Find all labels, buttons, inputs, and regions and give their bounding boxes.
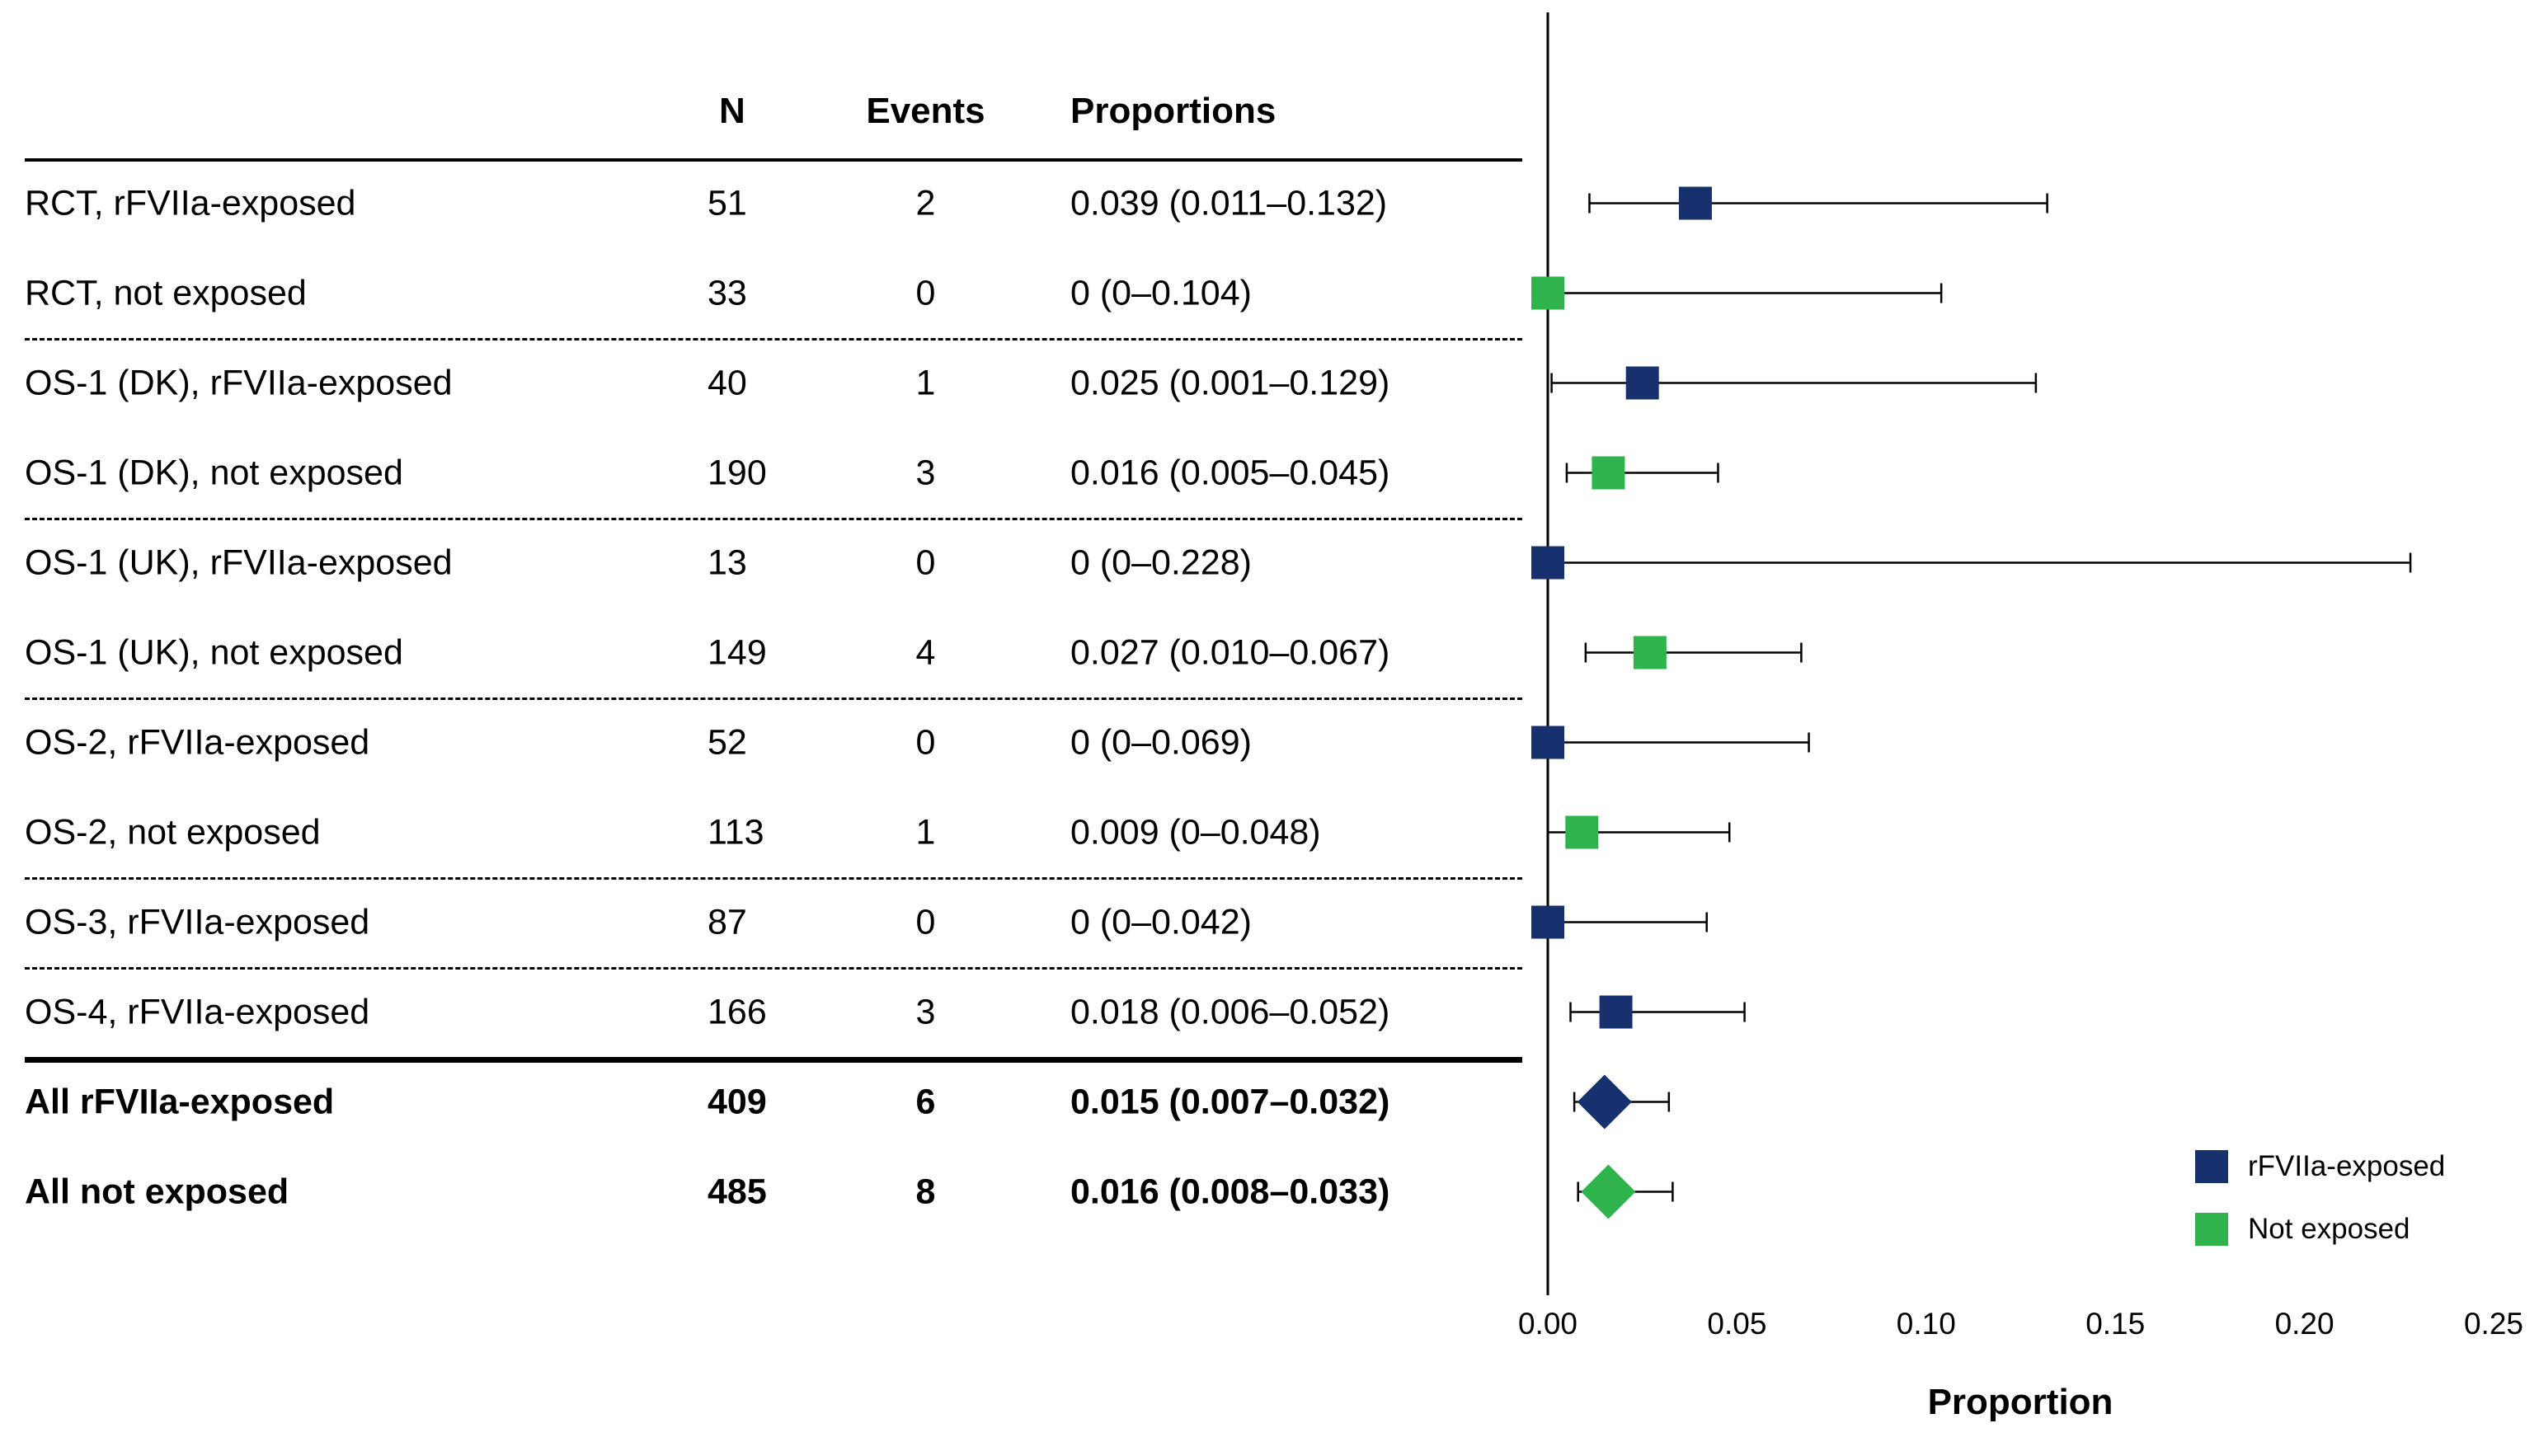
- table-row: OS-1 (UK), not exposed 149 4 0.027 (0.010–0…: [0, 608, 1522, 697]
- row-n: 87: [708, 902, 747, 942]
- row-label: OS-2, not exposed: [25, 812, 321, 852]
- header-proportions: Proportions: [1070, 91, 1277, 131]
- marker-square: [1531, 905, 1564, 939]
- row-events: 0: [915, 542, 936, 582]
- row-events: 0: [915, 902, 936, 942]
- legend-entry-exposed: rFVIIa-exposed: [2195, 1148, 2445, 1186]
- legend-swatch-exposed-icon: [2195, 1150, 2228, 1183]
- marker-square: [1633, 636, 1667, 669]
- marker-square: [1599, 995, 1633, 1029]
- row-proportion: 0 (0–0.069): [1070, 722, 1252, 762]
- row-proportion: 0 (0–0.042): [1070, 902, 1252, 942]
- row-label: OS-1 (UK), rFVIIa-exposed: [25, 542, 453, 582]
- row-proportion: 0 (0–0.228): [1070, 542, 1252, 582]
- row-events: 3: [915, 992, 936, 1031]
- legend: rFVIIa-exposed Not exposed: [2195, 1148, 2445, 1273]
- row-separator-dashed: [25, 518, 1522, 520]
- row-proportion: 0.016 (0.005–0.045): [1070, 453, 1390, 492]
- row-label: OS-1 (DK), rFVIIa-exposed: [25, 363, 453, 402]
- x-tick-label: 0.25: [2464, 1307, 2523, 1341]
- marker-square: [1531, 546, 1564, 580]
- row-events: 1: [915, 812, 936, 852]
- row-events: 0: [915, 722, 936, 762]
- table-row: All not exposed 485 8 0.016 (0.008–0.033): [0, 1147, 1522, 1237]
- x-tick-label: 0.00: [1518, 1307, 1577, 1341]
- row-events: 6: [915, 1082, 936, 1121]
- row-proportion: 0.018 (0.006–0.052): [1070, 992, 1390, 1031]
- table-row: OS-4, rFVIIa-exposed 166 3 0.018 (0.006–0.0…: [0, 967, 1522, 1057]
- marker-square: [1565, 815, 1599, 849]
- row-events: 8: [915, 1172, 936, 1211]
- row-separator-dashed: [25, 967, 1522, 970]
- row-label: OS-1 (DK), not exposed: [25, 453, 403, 492]
- row-proportion: 0.039 (0.011–0.132): [1070, 183, 1388, 223]
- row-n: 51: [708, 183, 747, 223]
- row-proportion: 0.027 (0.010–0.067): [1070, 632, 1390, 672]
- legend-swatch-not-exposed-icon: [2195, 1213, 2228, 1246]
- row-n: 40: [708, 363, 747, 402]
- row-events: 0: [915, 273, 936, 312]
- row-label: RCT, not exposed: [25, 273, 307, 312]
- row-n: 190: [708, 453, 767, 492]
- row-n: 166: [708, 992, 767, 1031]
- row-separator-dashed: [25, 697, 1522, 700]
- row-proportion: 0.015 (0.007–0.032): [1070, 1082, 1390, 1121]
- row-label: OS-4, rFVIIa-exposed: [25, 992, 370, 1031]
- x-tick-label: 0.15: [2085, 1307, 2145, 1341]
- marker-square: [1531, 726, 1564, 759]
- row-n: 113: [708, 812, 764, 852]
- row-label: OS-1 (UK), not exposed: [25, 632, 403, 672]
- row-n: 13: [708, 542, 747, 582]
- row-proportion: 0.025 (0.001–0.129): [1070, 363, 1390, 402]
- table-row: OS-3, rFVIIa-exposed 87 0 0 (0–0.042): [0, 877, 1522, 967]
- row-n: 409: [708, 1082, 767, 1121]
- marker-square: [1678, 186, 1712, 220]
- row-separator-dashed: [25, 877, 1522, 880]
- marker-diamond: [1577, 1074, 1632, 1130]
- marker-square: [1592, 456, 1625, 490]
- row-events: 3: [915, 453, 936, 492]
- row-label: All rFVIIa-exposed: [25, 1082, 335, 1121]
- row-proportion: 0.016 (0.008–0.033): [1070, 1172, 1390, 1211]
- table-row: RCT, not exposed 33 0 0 (0–0.104): [0, 248, 1522, 338]
- x-tick-label: 0.20: [2275, 1307, 2334, 1341]
- row-events: 2: [915, 183, 936, 223]
- header-n: N: [719, 91, 745, 131]
- row-label: OS-3, rFVIIa-exposed: [25, 902, 370, 942]
- row-n: 485: [708, 1172, 767, 1211]
- legend-label-exposed: rFVIIa-exposed: [2248, 1150, 2446, 1182]
- legend-entry-not-exposed: Not exposed: [2195, 1210, 2445, 1248]
- row-proportion: 0 (0–0.104): [1070, 273, 1252, 312]
- row-events: 4: [915, 632, 936, 672]
- row-n: 149: [708, 632, 767, 672]
- row-label: RCT, rFVIIa-exposed: [25, 183, 356, 223]
- table-row: OS-1 (UK), rFVIIa-exposed 13 0 0 (0–0.228): [0, 518, 1522, 608]
- x-tick-label: 0.10: [1897, 1307, 1956, 1341]
- row-proportion: 0.009 (0–0.048): [1070, 812, 1321, 852]
- marker-diamond: [1581, 1164, 1636, 1219]
- header-events: Events: [866, 91, 985, 131]
- row-events: 1: [915, 363, 936, 402]
- x-axis-title: Proportion: [1927, 1382, 2113, 1422]
- table-row: OS-1 (DK), rFVIIa-exposed 40 1 0.025 (0.001…: [0, 338, 1522, 428]
- row-n: 33: [708, 273, 747, 312]
- table-row: OS-2, rFVIIa-exposed 52 0 0 (0–0.069): [0, 697, 1522, 787]
- legend-label-not-exposed: Not exposed: [2248, 1213, 2410, 1245]
- row-separator-thick: [25, 1057, 1522, 1063]
- row-separator-dashed: [25, 338, 1522, 341]
- marker-square: [1531, 276, 1564, 310]
- table-row: All rFVIIa-exposed 409 6 0.015 (0.007–0.032…: [0, 1057, 1522, 1147]
- table-row: OS-1 (DK), not exposed 190 3 0.016 (0.005–0…: [0, 428, 1522, 518]
- row-label: OS-2, rFVIIa-exposed: [25, 722, 370, 762]
- marker-square: [1625, 366, 1659, 400]
- row-label: All not exposed: [25, 1172, 289, 1211]
- header-separator: [25, 158, 1522, 162]
- x-tick-label: 0.05: [1707, 1307, 1766, 1341]
- table-row: OS-2, not exposed 113 1 0.009 (0–0.048): [0, 787, 1522, 877]
- table-row: RCT, rFVIIa-exposed 51 2 0.039 (0.011–0.132…: [0, 158, 1522, 248]
- row-n: 52: [708, 722, 747, 762]
